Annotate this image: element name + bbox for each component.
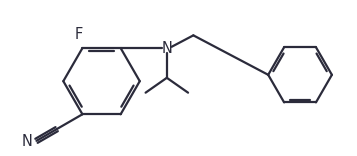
Text: F: F — [75, 27, 84, 42]
Text: N: N — [21, 134, 32, 149]
Text: N: N — [161, 41, 172, 56]
